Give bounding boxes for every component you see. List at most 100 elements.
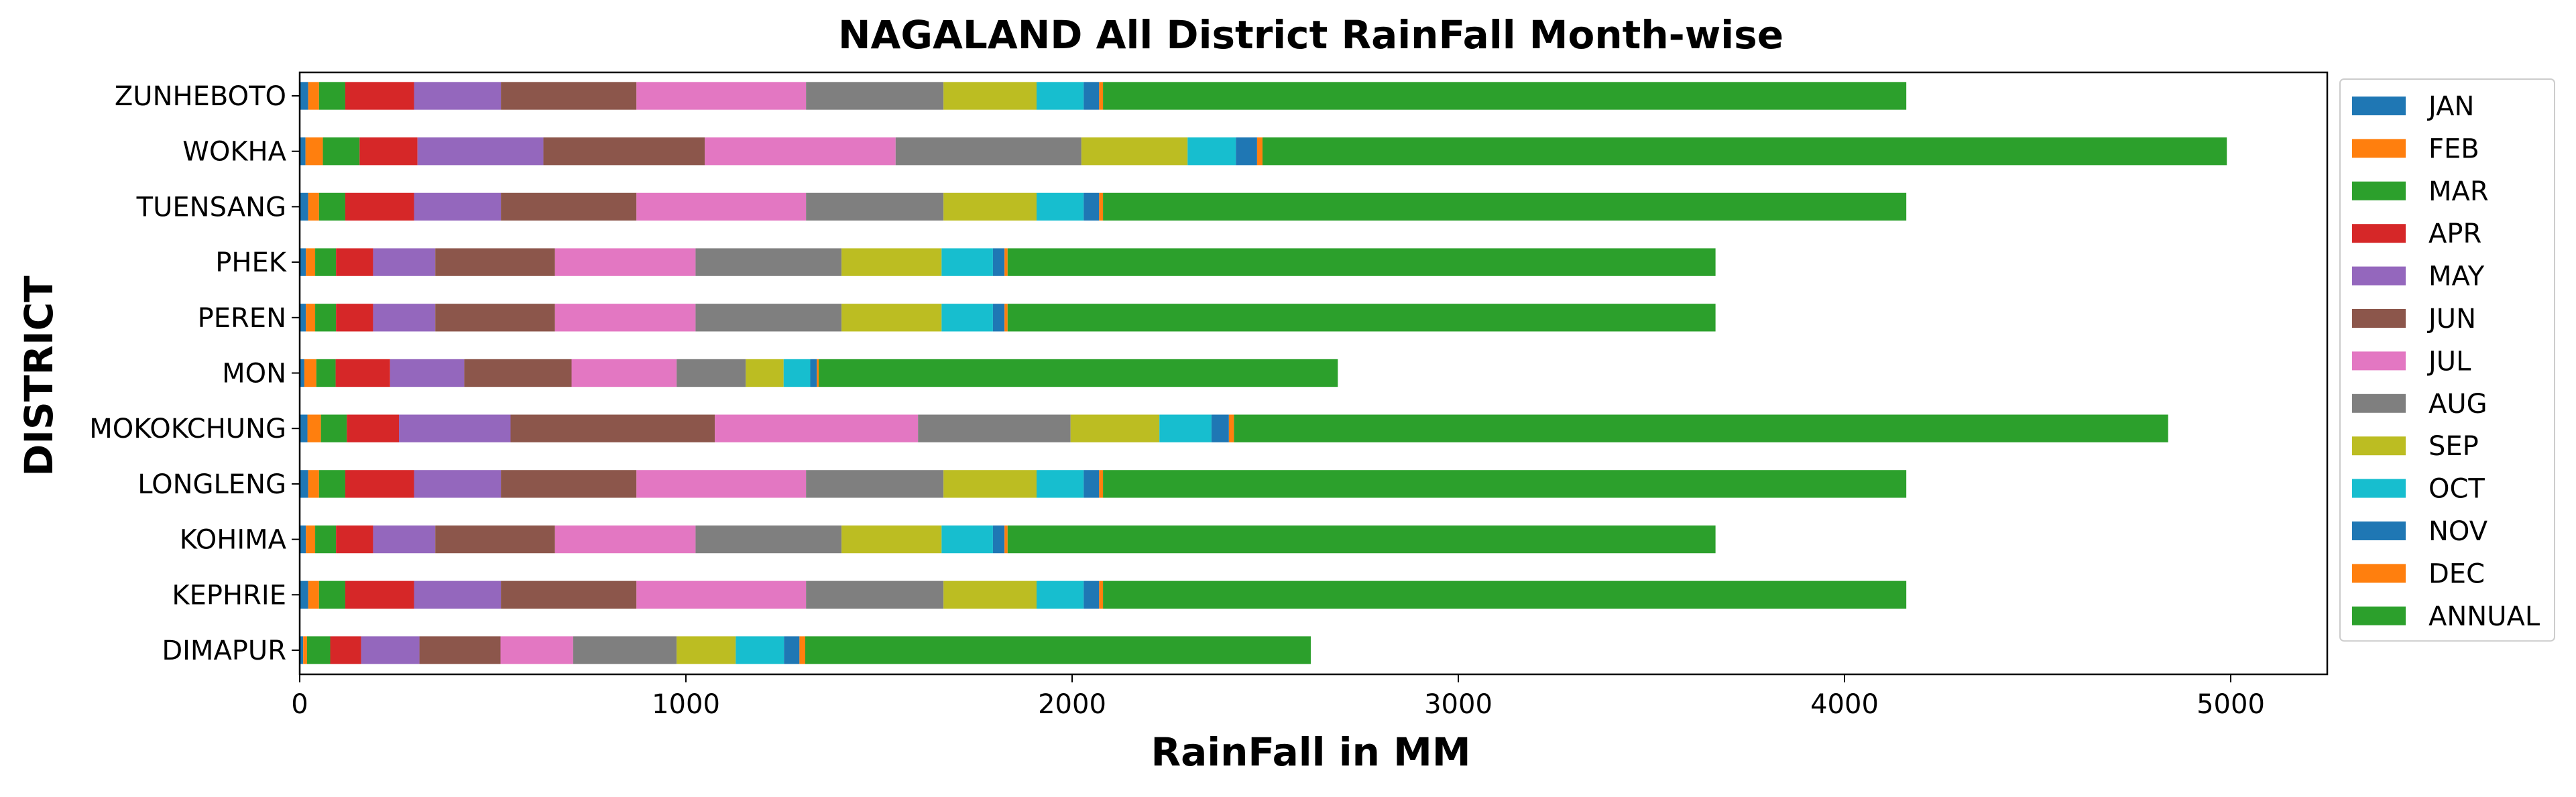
x-tick-label: 4000 xyxy=(1810,689,1879,720)
bar-wokha-annual xyxy=(1262,137,2227,166)
bar-zunheboto-nov xyxy=(1084,82,1100,110)
bar-mokokchung-sep xyxy=(1070,414,1160,442)
bar-tuensang-annual xyxy=(1103,192,1907,221)
bars-layer xyxy=(300,82,2227,664)
x-tick-label: 1000 xyxy=(652,689,720,720)
bar-dimapur-feb xyxy=(303,636,307,664)
y-tick-label: PEREN xyxy=(198,303,286,334)
bar-kephrie-aug xyxy=(806,580,944,609)
bar-mon-feb xyxy=(304,359,316,387)
legend-swatch-aug xyxy=(2352,393,2406,413)
bar-dimapur-dec xyxy=(799,636,805,664)
bar-phek-jun xyxy=(435,248,555,276)
bar-kohima-dec xyxy=(1004,525,1008,554)
bar-zunheboto-dec xyxy=(1099,82,1104,110)
bar-mokokchung-apr xyxy=(347,414,400,442)
y-ticks-layer: DIMAPUR KEPHRIE KOHIMA LONGLENG MOKOKCHUNG MO… xyxy=(89,81,300,666)
bar-zunheboto-apr xyxy=(345,82,414,110)
bar-wokha-may xyxy=(417,137,544,166)
legend-frame xyxy=(2339,78,2555,642)
bar-mokokchung-jun xyxy=(510,414,715,442)
bar-mokokchung-oct xyxy=(1159,414,1212,442)
bar-kephrie-annual xyxy=(1103,580,1907,609)
legend-swatch-feb xyxy=(2352,139,2406,158)
chart-title: NAGALAND All District RainFall Month-wis… xyxy=(838,12,1783,58)
legend-swatch-oct xyxy=(2352,479,2406,498)
bar-kephrie-jun xyxy=(501,580,637,609)
bar-tuensang-may xyxy=(414,192,502,221)
bar-zunheboto-aug xyxy=(806,82,944,110)
bar-kohima-mar xyxy=(315,525,337,554)
bar-zunheboto-feb xyxy=(308,82,319,110)
bar-peren-jan xyxy=(300,304,306,332)
bar-kephrie-apr xyxy=(345,580,414,609)
bar-phek-jul xyxy=(554,248,696,276)
legend-label-aug: AUG xyxy=(2428,389,2487,420)
bar-peren-nov xyxy=(992,304,1005,332)
bar-kohima-sep xyxy=(841,525,942,554)
bar-tuensang-oct xyxy=(1037,192,1084,221)
plot-frame xyxy=(298,71,2329,676)
y-tick-label: PHEK xyxy=(215,247,287,278)
bar-phek-jan xyxy=(300,248,306,276)
bar-kohima-feb xyxy=(306,525,316,554)
bar-longleng-annual xyxy=(1103,470,1907,498)
legend-swatch-may xyxy=(2352,266,2406,286)
bar-mokokchung-feb xyxy=(307,414,321,442)
y-tick-label: MOKOKCHUNG xyxy=(89,414,286,444)
bar-kephrie-nov xyxy=(1084,580,1100,609)
bar-kephrie-oct xyxy=(1037,580,1084,609)
bar-zunheboto-jul xyxy=(636,82,807,110)
bar-peren-annual xyxy=(1007,304,1716,332)
bar-dimapur-apr xyxy=(330,636,361,664)
legend-swatch-sep xyxy=(2352,436,2406,456)
bar-longleng-aug xyxy=(806,470,944,498)
bar-mon-jun xyxy=(464,359,572,387)
legend-label-annual: ANNUAL xyxy=(2428,601,2540,632)
x-axis-label: RainFall in MM xyxy=(1151,729,1470,775)
bar-kohima-jun xyxy=(435,525,555,554)
bar-wokha-mar xyxy=(323,137,360,166)
bar-mon-nov xyxy=(810,359,817,387)
bar-peren-mar xyxy=(315,304,337,332)
bar-longleng-jul xyxy=(636,470,807,498)
bar-mokokchung-aug xyxy=(918,414,1071,442)
bar-phek-mar xyxy=(315,248,337,276)
bar-wokha-nov xyxy=(1236,137,1257,166)
y-tick-label: TUENSANG xyxy=(136,192,286,223)
legend-swatch-apr xyxy=(2352,224,2406,243)
bar-peren-jun xyxy=(435,304,555,332)
bar-kohima-jan xyxy=(300,525,306,554)
bar-wokha-jan xyxy=(300,137,306,166)
bar-tuensang-dec xyxy=(1099,192,1104,221)
bar-dimapur-aug xyxy=(573,636,677,664)
bar-longleng-jan xyxy=(300,470,308,498)
bar-mokokchung-mar xyxy=(320,414,347,442)
bar-mokokchung-may xyxy=(399,414,511,442)
bar-zunheboto-jun xyxy=(501,82,637,110)
bar-peren-apr xyxy=(336,304,373,332)
bar-longleng-apr xyxy=(345,470,414,498)
legend-swatch-mar xyxy=(2352,181,2406,200)
bar-peren-may xyxy=(373,304,436,332)
bar-peren-feb xyxy=(306,304,316,332)
bar-kephrie-jul xyxy=(636,580,807,609)
bar-dimapur-nov xyxy=(784,636,800,664)
bar-kephrie-sep xyxy=(943,580,1037,609)
bar-kohima-nov xyxy=(992,525,1005,554)
bar-mon-may xyxy=(390,359,465,387)
bar-phek-aug xyxy=(695,248,842,276)
bar-tuensang-feb xyxy=(308,192,319,221)
bar-longleng-feb xyxy=(308,470,319,498)
bar-kephrie-jan xyxy=(300,580,308,609)
bar-longleng-may xyxy=(414,470,502,498)
bar-wokha-sep xyxy=(1081,137,1188,166)
legend-label-oct: OCT xyxy=(2428,474,2485,505)
bar-kohima-oct xyxy=(941,525,993,554)
bar-longleng-sep xyxy=(943,470,1037,498)
bar-zunheboto-may xyxy=(414,82,502,110)
bar-zunheboto-annual xyxy=(1103,82,1907,110)
bar-peren-dec xyxy=(1004,304,1008,332)
bar-mon-annual xyxy=(819,359,1338,387)
